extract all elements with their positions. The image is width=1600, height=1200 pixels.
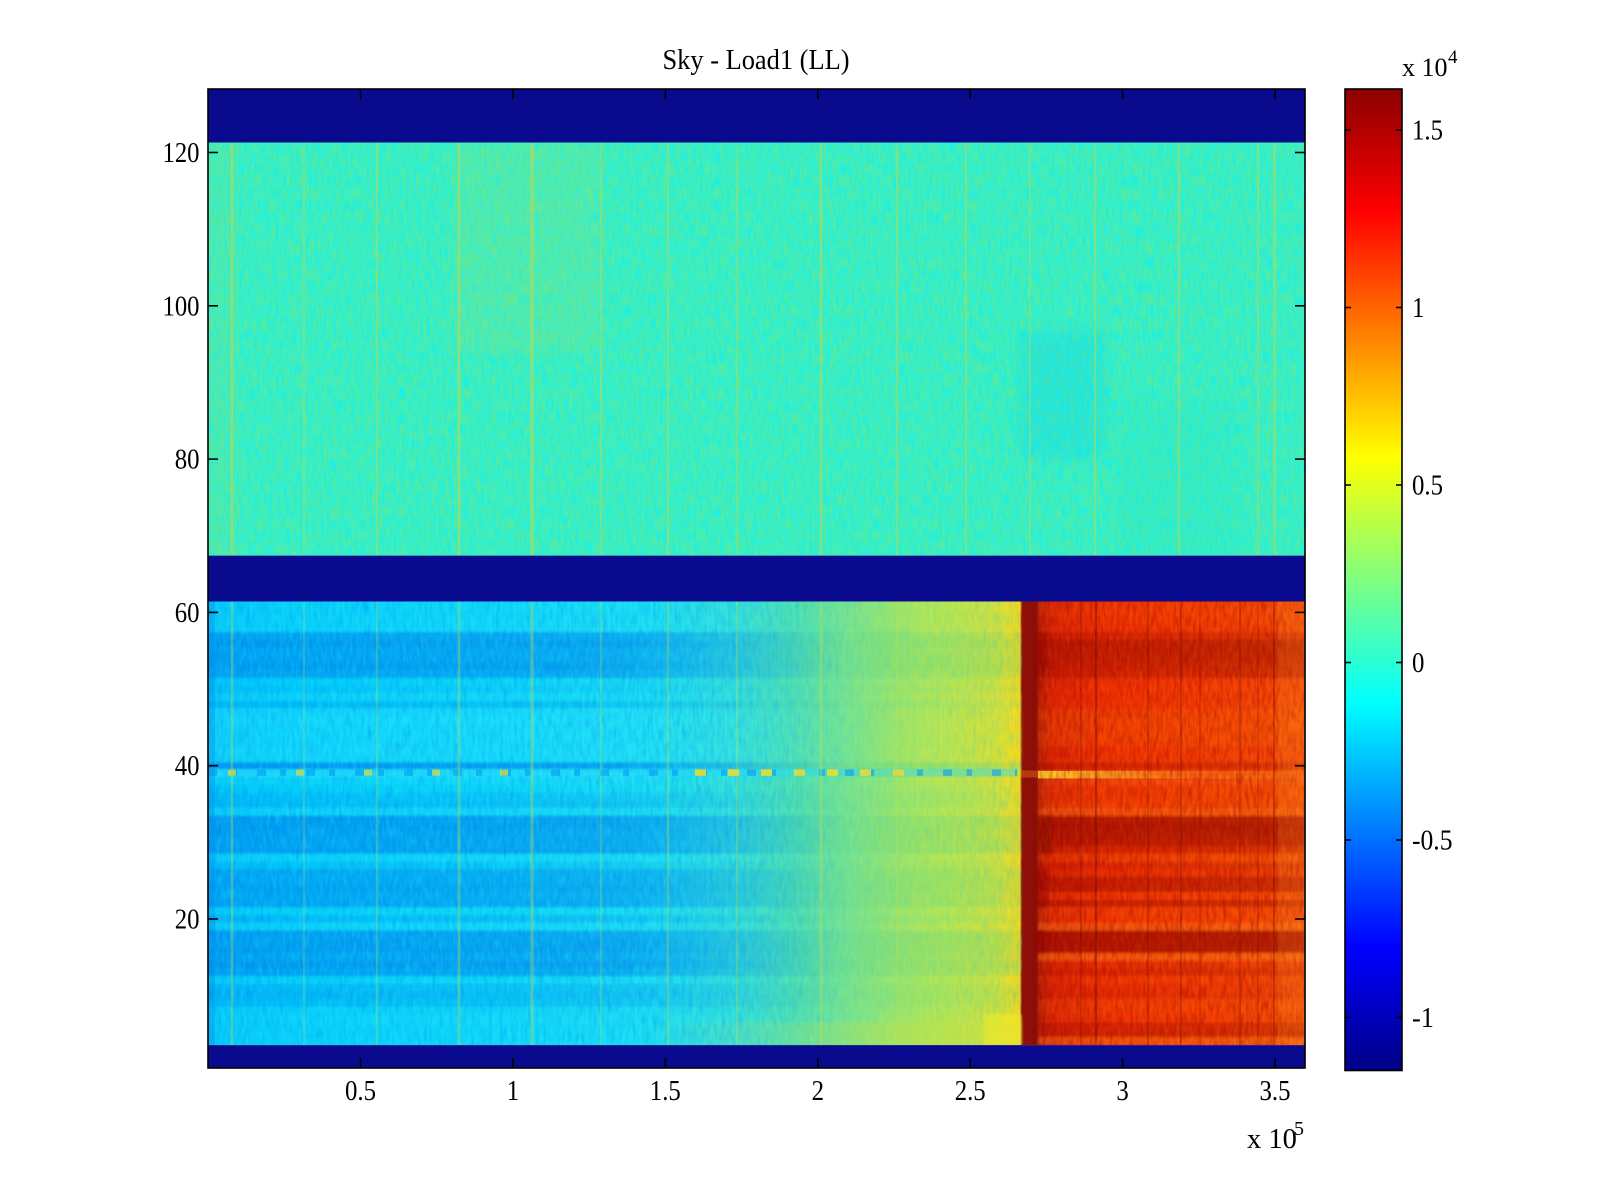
svg-text:20: 20 [175, 905, 200, 936]
svg-text:100: 100 [163, 291, 200, 322]
svg-text:80: 80 [175, 445, 200, 476]
svg-text:3: 3 [1116, 1076, 1128, 1107]
svg-text:1: 1 [1412, 293, 1424, 324]
svg-text:0: 0 [1412, 648, 1424, 679]
svg-text:120: 120 [163, 138, 200, 169]
svg-text:2.5: 2.5 [955, 1076, 986, 1107]
svg-text:x 10: x 10 [1402, 53, 1448, 82]
svg-text:1: 1 [507, 1076, 519, 1107]
svg-text:60: 60 [175, 598, 200, 629]
svg-text:2: 2 [812, 1076, 824, 1107]
svg-text:Sky - Load1 (LL): Sky - Load1 (LL) [663, 44, 850, 76]
svg-text:-1: -1 [1412, 1003, 1434, 1034]
svg-text:1.5: 1.5 [1412, 116, 1443, 147]
svg-text:4: 4 [1448, 47, 1458, 68]
svg-text:x 10: x 10 [1247, 1124, 1297, 1155]
svg-text:0.5: 0.5 [1412, 471, 1443, 502]
svg-text:1.5: 1.5 [650, 1076, 681, 1107]
svg-text:3.5: 3.5 [1260, 1076, 1291, 1107]
svg-text:5: 5 [1294, 1118, 1304, 1140]
svg-text:0.5: 0.5 [345, 1076, 376, 1107]
svg-text:40: 40 [175, 751, 200, 782]
svg-text:-0.5: -0.5 [1412, 826, 1453, 857]
